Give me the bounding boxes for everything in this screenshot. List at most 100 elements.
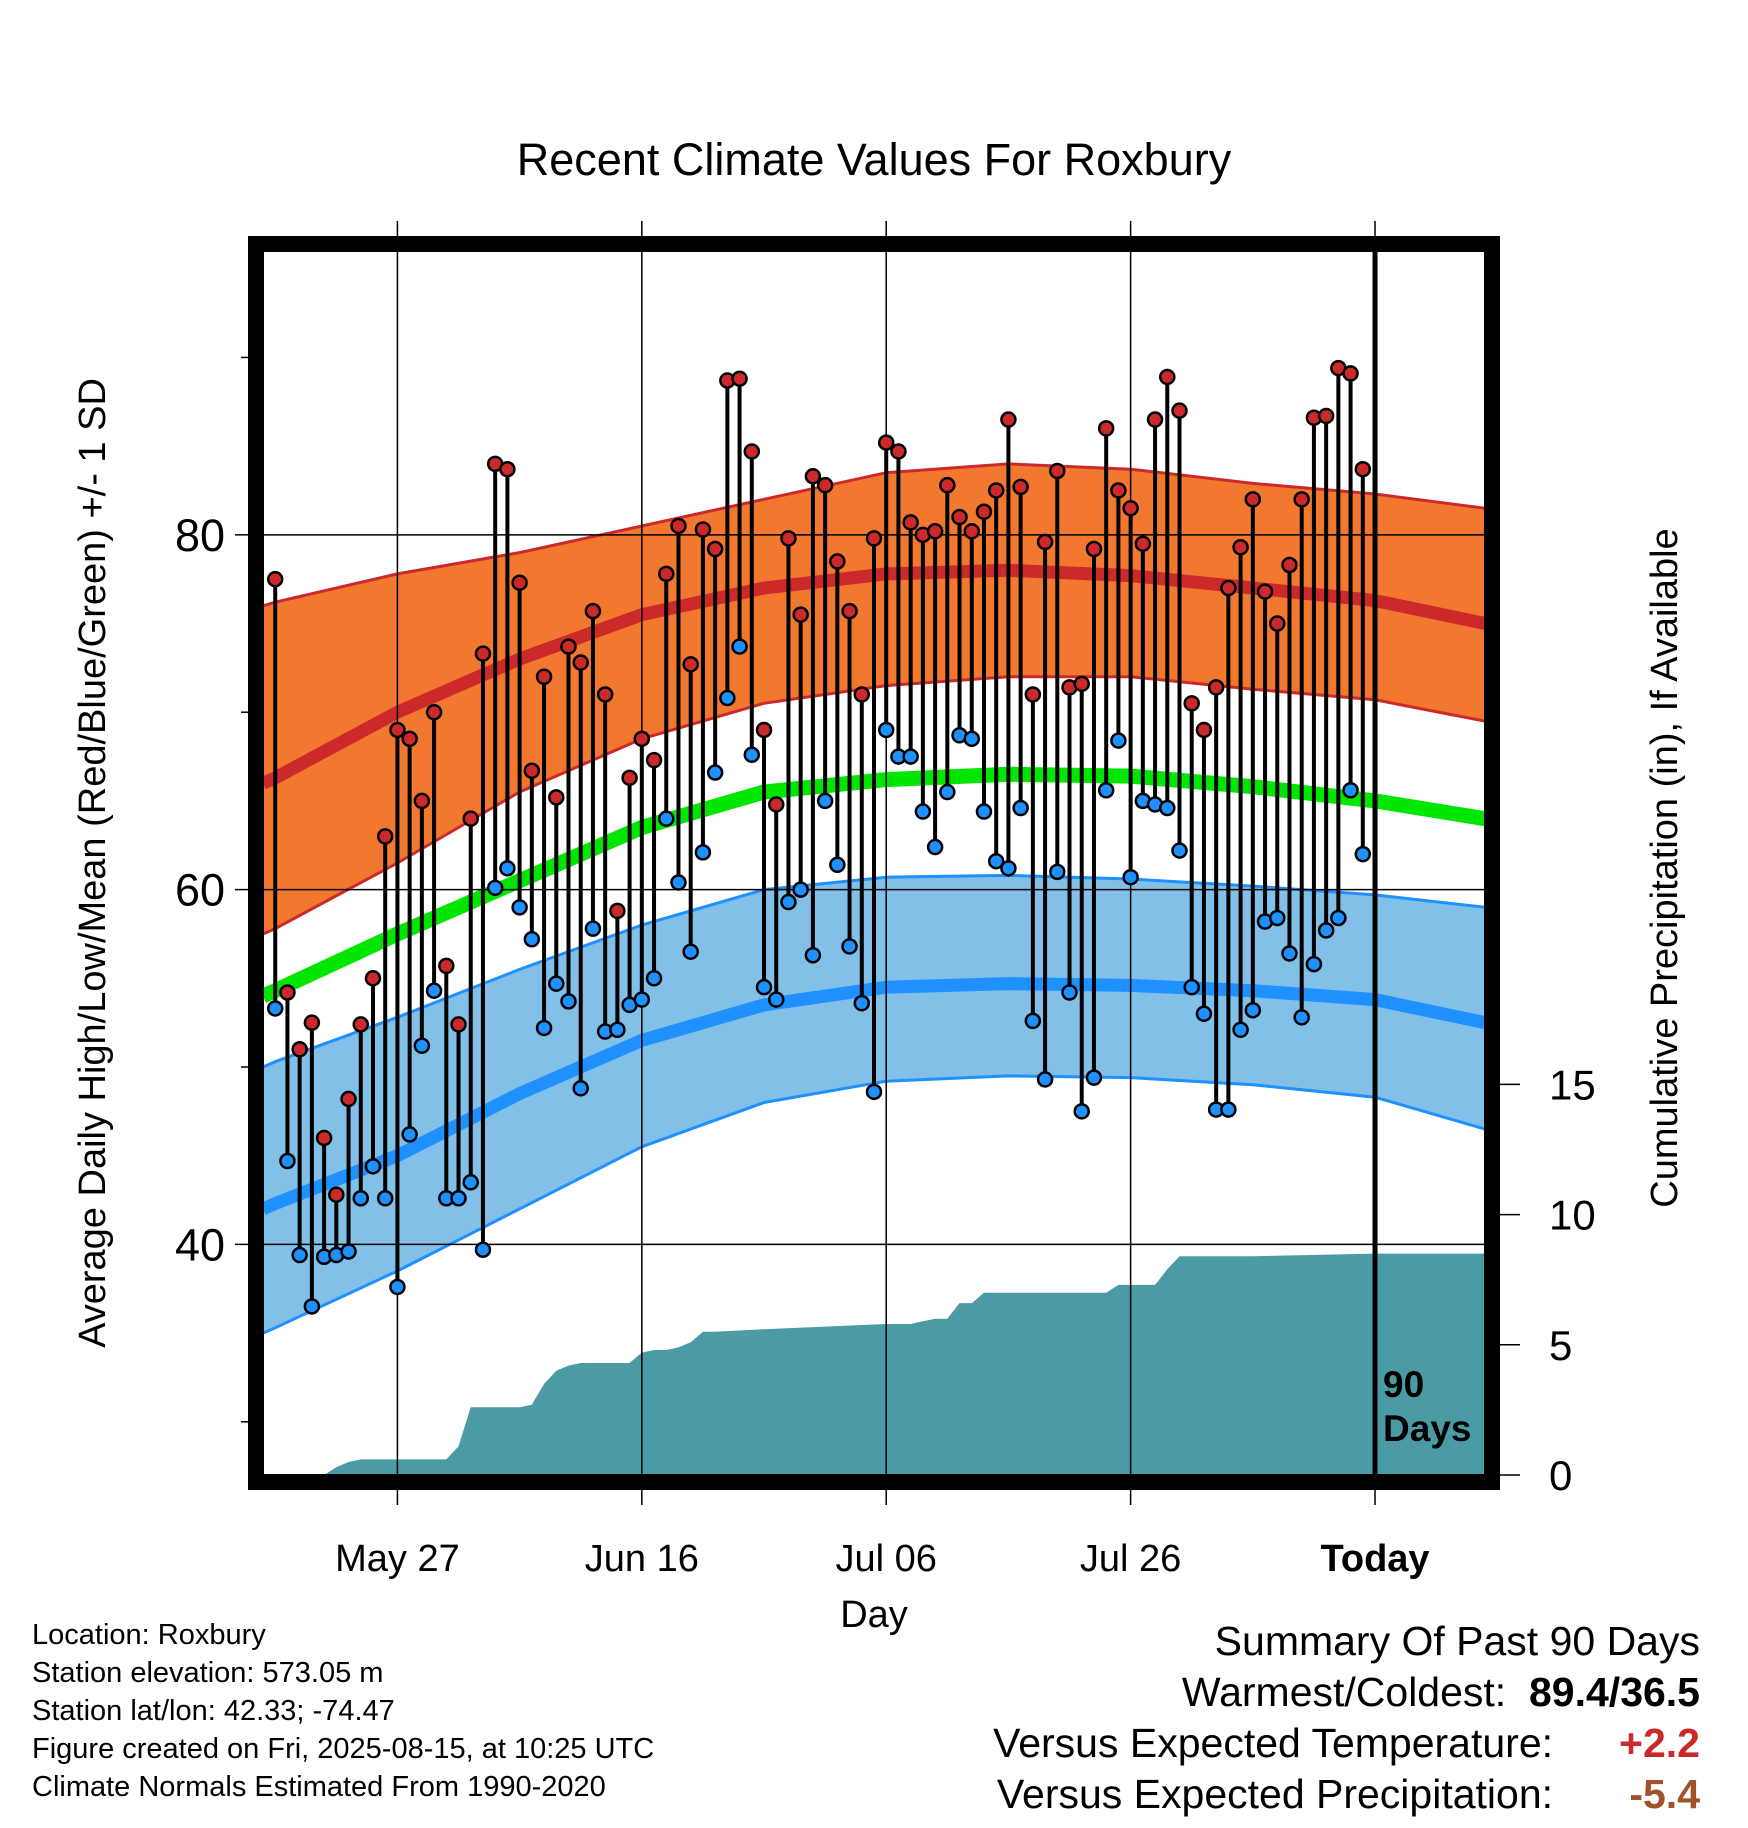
low-upper-line xyxy=(263,873,1485,1069)
low-point xyxy=(499,860,516,877)
low-point xyxy=(291,1246,308,1264)
high-point xyxy=(450,1016,467,1033)
low-point xyxy=(670,874,687,891)
high-point xyxy=(1195,721,1213,739)
high-point xyxy=(1269,615,1286,632)
low-point xyxy=(1085,1069,1103,1086)
low-point xyxy=(902,748,919,765)
high-point xyxy=(401,730,418,748)
low-point xyxy=(401,1126,418,1143)
low-point xyxy=(1183,978,1200,996)
low-point xyxy=(584,920,602,937)
high-point xyxy=(1134,535,1152,552)
low-point xyxy=(792,881,809,898)
high-point xyxy=(743,443,761,460)
low-point xyxy=(1012,799,1029,817)
low-point xyxy=(1330,909,1347,927)
y-tick-label: 60 xyxy=(175,865,225,916)
low-point xyxy=(780,893,797,911)
low-point xyxy=(914,803,932,820)
high-point xyxy=(853,686,871,703)
y2-tick-label: 15 xyxy=(1549,1061,1596,1108)
low-point xyxy=(1159,799,1176,817)
high-point xyxy=(340,1090,357,1108)
low-point xyxy=(658,810,675,827)
y2-tick-label: 5 xyxy=(1549,1322,1572,1369)
low-point xyxy=(1024,1012,1042,1030)
high-point xyxy=(499,460,516,478)
precip-area xyxy=(324,1253,1485,1475)
precip-value: -5.4 xyxy=(1629,1771,1700,1817)
low-point xyxy=(926,838,944,856)
low-point xyxy=(560,993,577,1010)
high-point xyxy=(1000,411,1017,428)
high-point xyxy=(1110,482,1127,499)
high-point xyxy=(376,828,394,845)
high-point xyxy=(731,370,748,387)
low-point xyxy=(474,1241,492,1258)
high-point xyxy=(1207,679,1225,696)
low-point xyxy=(731,638,748,655)
low-point xyxy=(877,721,895,739)
low-point xyxy=(719,689,736,707)
high-point xyxy=(816,476,834,494)
low-point xyxy=(376,1190,394,1207)
high-point xyxy=(1036,533,1054,551)
low-point xyxy=(694,844,712,861)
high-point xyxy=(767,796,785,813)
high-point xyxy=(596,686,614,703)
low-point xyxy=(523,931,541,948)
high-point xyxy=(645,751,663,769)
high-point xyxy=(1342,365,1359,382)
low-point xyxy=(1293,1009,1310,1026)
low-point xyxy=(413,1037,431,1054)
y-axis-label: Average Daily High/Low/Mean (Red/Blue/Gr… xyxy=(72,378,114,1348)
low-point xyxy=(1195,1005,1213,1023)
elevation-text: Station elevation: 573.05 m xyxy=(32,1657,384,1689)
low-point xyxy=(572,1080,589,1097)
low-point xyxy=(816,792,834,810)
x-tick-label: Today xyxy=(1320,1538,1429,1580)
x-tick-label: Jul 26 xyxy=(1080,1538,1181,1580)
low-point xyxy=(963,730,981,748)
low-point xyxy=(1317,922,1335,939)
y2-tick-label: 0 xyxy=(1549,1452,1572,1499)
high-point xyxy=(266,570,284,588)
high-point xyxy=(621,769,638,787)
high-point xyxy=(1085,540,1103,558)
warm-cold-label: Warmest/Coldest: xyxy=(1181,1669,1507,1715)
x-axis-label: Day xyxy=(840,1594,908,1636)
low-point xyxy=(609,1021,626,1038)
low-point xyxy=(1036,1071,1054,1088)
high-point xyxy=(890,443,907,460)
low-point xyxy=(450,1190,467,1207)
low-point xyxy=(1232,1021,1249,1038)
high-point xyxy=(364,970,382,987)
summary-precip: Versus Expected Precipitation: -5.4 xyxy=(993,1769,1700,1820)
low-point xyxy=(266,1000,284,1017)
summary-temp: Versus Expected Temperature: +2.2 xyxy=(993,1718,1700,1769)
plot-frame xyxy=(248,236,1500,1490)
low-point xyxy=(682,943,699,960)
y-tick-label: 80 xyxy=(175,510,225,561)
low-point xyxy=(279,1152,296,1170)
high-point xyxy=(755,721,773,739)
high-point xyxy=(975,503,993,521)
summary-title: Summary Of Past 90 Days xyxy=(1214,1618,1700,1664)
high-point xyxy=(609,902,626,920)
low-point xyxy=(853,994,871,1012)
high-point xyxy=(633,730,651,748)
created-text: Figure created on Fri, 2025-08-15, at 10… xyxy=(32,1733,655,1765)
low-point xyxy=(1110,732,1127,749)
high-point xyxy=(1281,556,1298,574)
low-point xyxy=(1244,1001,1262,1019)
high-point xyxy=(535,668,553,685)
high-point xyxy=(1256,583,1274,600)
high-point xyxy=(1024,686,1042,703)
high-point xyxy=(462,810,479,827)
low-point xyxy=(755,978,773,996)
low-point xyxy=(743,746,761,764)
high-point xyxy=(279,984,296,1001)
high-point xyxy=(511,574,528,591)
